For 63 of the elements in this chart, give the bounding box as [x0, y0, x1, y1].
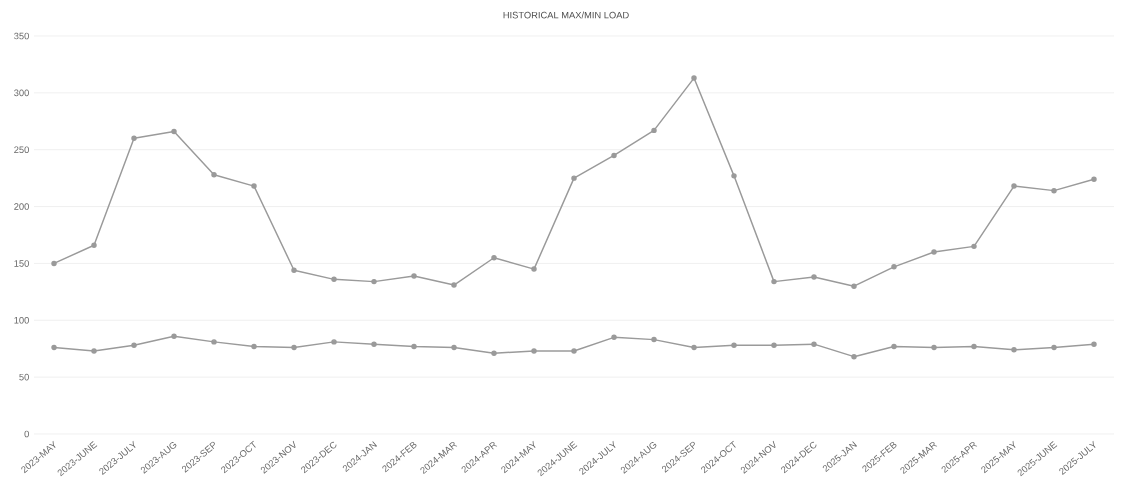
y-tick-label: 50 — [19, 373, 29, 381]
point — [291, 344, 297, 351]
point — [891, 264, 897, 270]
point — [211, 339, 217, 345]
point — [971, 243, 977, 250]
point — [171, 333, 177, 339]
point — [1011, 183, 1017, 189]
point — [571, 175, 577, 181]
point — [611, 334, 617, 341]
y-tick-label: 0 — [24, 430, 29, 438]
point — [491, 350, 497, 356]
y-tick-label: 200 — [14, 203, 29, 210]
point — [131, 342, 137, 349]
point — [131, 135, 137, 142]
point — [251, 183, 257, 189]
point — [491, 254, 497, 261]
point — [811, 341, 817, 347]
point — [1051, 344, 1057, 351]
point — [891, 343, 897, 350]
point — [91, 348, 97, 354]
point — [531, 348, 537, 354]
point — [771, 342, 777, 349]
point — [451, 344, 457, 351]
point — [611, 152, 617, 159]
point — [691, 75, 697, 81]
point — [211, 171, 217, 178]
point — [1091, 176, 1097, 183]
point — [171, 128, 177, 135]
point — [51, 260, 57, 267]
point — [571, 348, 577, 354]
point — [1051, 187, 1057, 194]
point — [371, 278, 377, 285]
point — [1011, 347, 1017, 353]
point — [851, 353, 857, 360]
point — [811, 274, 817, 280]
point — [91, 242, 97, 248]
point — [851, 283, 857, 289]
point — [731, 173, 737, 179]
point — [451, 282, 457, 288]
point — [331, 276, 337, 283]
point — [51, 344, 57, 351]
y-tick-label: 150 — [14, 260, 29, 267]
point — [651, 127, 657, 134]
point — [931, 249, 937, 255]
chart-title: HISTORICAL MAX/MIN LOAD — [503, 11, 629, 19]
point — [971, 343, 977, 350]
point — [1091, 341, 1097, 347]
y-tick-label: 100 — [14, 316, 29, 324]
point — [411, 343, 417, 350]
point — [531, 266, 537, 272]
point — [251, 343, 257, 350]
point — [771, 278, 777, 285]
point — [371, 341, 377, 347]
point — [651, 336, 657, 343]
y-tick-label: 350 — [14, 32, 29, 40]
point — [291, 267, 297, 273]
point — [731, 342, 737, 349]
y-tick-label: 250 — [14, 146, 29, 154]
y-tick-label: 300 — [14, 89, 29, 97]
point — [331, 339, 337, 345]
point — [691, 344, 697, 351]
point — [931, 344, 937, 351]
point — [411, 273, 417, 279]
